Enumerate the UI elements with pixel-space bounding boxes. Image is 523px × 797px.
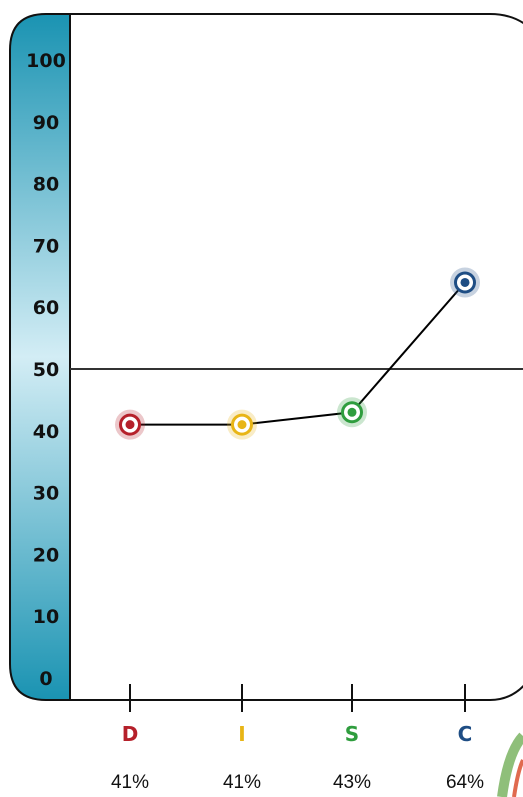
data-line bbox=[130, 281, 466, 426]
y-tick-label: 80 bbox=[33, 174, 59, 196]
y-tick-label: 70 bbox=[33, 235, 59, 257]
marker-s bbox=[337, 397, 367, 428]
data-markers bbox=[115, 267, 480, 440]
marker-i bbox=[227, 409, 257, 440]
y-axis-ticks: 0 10 20 30 40 50 60 70 80 90 100 bbox=[26, 50, 66, 690]
y-tick-label: 50 bbox=[33, 359, 59, 381]
x-axis: D 41% I 41% S 43% C 64% bbox=[111, 684, 484, 793]
category-label-d: D bbox=[122, 722, 139, 746]
y-tick-label: 100 bbox=[26, 50, 66, 72]
y-tick-label: 60 bbox=[33, 297, 59, 319]
category-label-c: C bbox=[458, 722, 473, 746]
plot-frame bbox=[68, 13, 523, 701]
category-label-i: I bbox=[238, 722, 245, 746]
y-tick-label: 40 bbox=[33, 421, 59, 443]
y-tick-label: 20 bbox=[33, 544, 59, 566]
decorative-corner-arc bbox=[497, 732, 523, 797]
category-label-s: S bbox=[345, 722, 359, 746]
value-label-c: 64% bbox=[446, 772, 484, 793]
y-axis-band: 0 10 20 30 40 50 60 70 80 90 100 bbox=[9, 13, 71, 701]
value-label-d: 41% bbox=[111, 772, 149, 793]
marker-c bbox=[450, 267, 480, 298]
y-tick-label: 10 bbox=[33, 606, 59, 628]
value-label-s: 43% bbox=[333, 772, 371, 793]
y-tick-label: 90 bbox=[33, 112, 59, 134]
y-tick-label: 0 bbox=[39, 668, 52, 690]
marker-d bbox=[115, 409, 145, 440]
value-label-i: 41% bbox=[223, 772, 261, 793]
y-tick-label: 30 bbox=[33, 483, 59, 505]
